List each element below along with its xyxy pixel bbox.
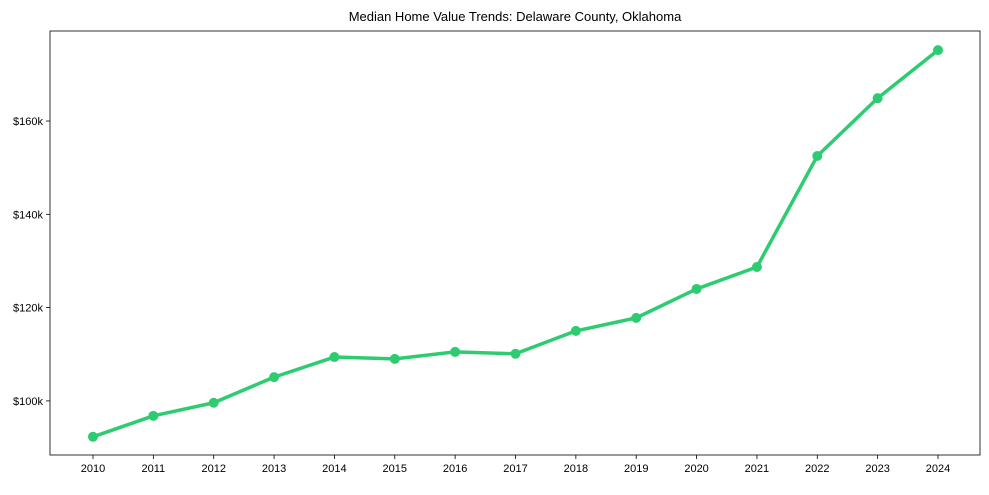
y-axis: $100k $120k $140k $160k	[13, 116, 50, 408]
x-tick-label: 2016	[443, 463, 467, 475]
x-tick-label: 2013	[262, 463, 286, 475]
x-tick-label: 2018	[564, 463, 588, 475]
x-tick-label: 2014	[322, 463, 346, 475]
x-tick-label: 2017	[503, 463, 527, 475]
data-point	[329, 352, 340, 363]
x-tick-label: 2010	[81, 463, 105, 475]
data-point	[631, 312, 642, 323]
series-line	[92, 48, 940, 439]
x-tick-label: 2012	[201, 463, 225, 475]
x-tick-label: 2023	[865, 463, 889, 475]
data-point	[691, 283, 702, 294]
data-point	[148, 410, 159, 421]
y-tick-label: $100k	[13, 396, 43, 408]
x-tick-label: 2011	[142, 463, 166, 475]
data-point	[510, 348, 521, 359]
data-point	[88, 431, 98, 442]
series-layer	[88, 45, 943, 442]
data-point	[389, 353, 400, 364]
x-axis: 2010 2011 2012 2013 2014 2015 2016 2017 2018 2019…	[81, 455, 950, 475]
y-tick-label: $120k	[13, 303, 43, 315]
y-tick-label: $160k	[13, 116, 43, 128]
data-point	[751, 262, 762, 273]
data-point	[269, 372, 280, 383]
x-tick-label: 2024	[926, 463, 950, 475]
data-point	[450, 346, 461, 357]
data-point	[208, 397, 219, 408]
data-point	[872, 93, 883, 104]
x-tick-label: 2021	[745, 463, 769, 475]
plot-frame	[49, 30, 981, 456]
x-tick-label: 2020	[684, 463, 708, 475]
data-point	[570, 325, 581, 336]
x-tick-label: 2019	[624, 463, 648, 475]
data-point	[812, 151, 823, 162]
data-point	[933, 45, 943, 56]
x-tick-label: 2015	[383, 463, 407, 475]
y-tick-label: $140k	[13, 209, 43, 221]
chart-title: Median Home Value Trends: Delaware Count…	[349, 9, 682, 24]
x-tick-label: 2022	[805, 463, 829, 475]
